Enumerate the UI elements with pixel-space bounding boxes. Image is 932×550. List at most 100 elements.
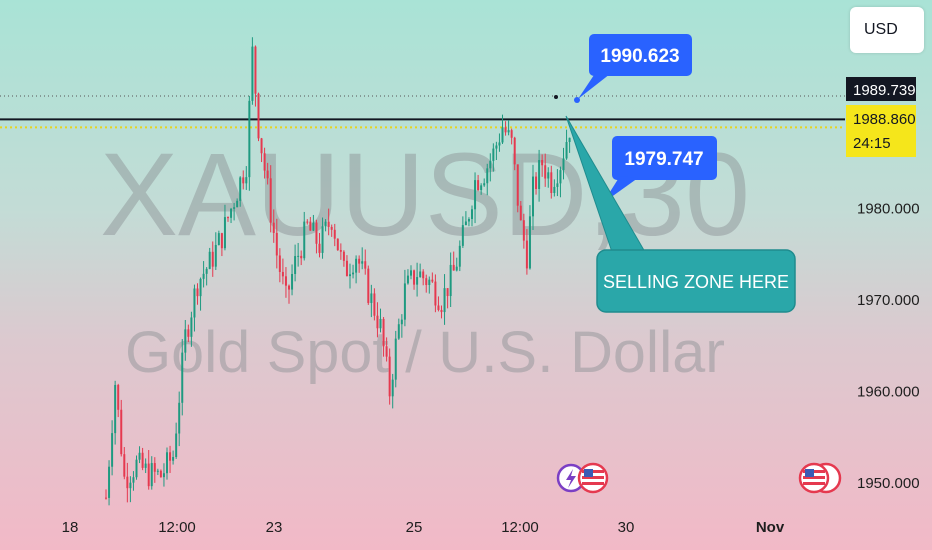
candle-body: [233, 207, 236, 209]
candle-body: [309, 221, 312, 231]
candle-body: [391, 379, 394, 397]
candle-body: [223, 217, 226, 249]
callout-selling-box: [596, 249, 796, 313]
event-icons-group[interactable]: [556, 462, 842, 494]
candle-body: [230, 208, 233, 218]
candle-body: [455, 266, 458, 271]
candle-body: [294, 256, 297, 274]
candle-body: [495, 145, 498, 149]
candle-body: [178, 402, 181, 434]
candle-body: [312, 222, 315, 231]
candle-body: [477, 180, 480, 191]
candle-body: [105, 497, 107, 499]
candle-body: [504, 127, 507, 133]
current-price-label: 1988.860 24:15: [846, 105, 916, 157]
candle-body: [400, 319, 403, 325]
candle-body: [342, 251, 345, 261]
candle-body: [388, 356, 391, 397]
callout-target-low-box: [612, 136, 717, 180]
candle-body: [440, 309, 443, 313]
candle-body: [297, 255, 300, 257]
candle-body: [513, 137, 516, 165]
candle-body: [196, 288, 199, 297]
candle-body: [483, 183, 486, 186]
candle-body: [156, 470, 159, 472]
candle-body: [406, 275, 409, 284]
candle-body: [318, 243, 321, 253]
candle-body: [568, 137, 571, 142]
candle-body: [516, 164, 519, 206]
candle-body: [251, 46, 254, 101]
candle-body: [336, 238, 339, 251]
candle-body: [403, 283, 406, 320]
candle-body: [227, 217, 229, 219]
callout-selling-zone[interactable]: SELLING ZONE HERE: [565, 115, 796, 313]
candle-body: [291, 273, 294, 290]
candle-body: [217, 233, 220, 245]
candle-body: [367, 268, 370, 303]
candle-body: [565, 141, 568, 159]
candle-body: [376, 315, 379, 329]
candle-body: [315, 222, 318, 244]
candle-body: [428, 279, 431, 286]
candle-body: [111, 433, 114, 467]
candle-body: [162, 473, 165, 478]
current-price-value: 1988.860: [853, 111, 916, 128]
candle-body: [306, 221, 309, 223]
candle-body: [327, 221, 330, 227]
x-tick-label: 18: [62, 519, 79, 536]
candle-body: [452, 264, 455, 271]
candle-body: [159, 470, 162, 478]
candle-body: [172, 456, 175, 461]
candle-body: [349, 274, 351, 277]
candle-body: [257, 93, 260, 139]
callout-target-high-anchor: [574, 97, 580, 103]
candle-body: [528, 216, 531, 269]
candle-body: [303, 221, 306, 259]
candle-body: [541, 160, 544, 166]
marker-dot: [554, 95, 558, 99]
candle-body: [507, 130, 510, 133]
currency-button[interactable]: USD: [850, 7, 924, 53]
candle-body: [492, 148, 495, 161]
candle-body: [269, 178, 272, 223]
candle-body: [364, 261, 367, 269]
us-flag-icon[interactable]: [577, 462, 609, 494]
candle-body: [254, 46, 257, 94]
x-tick-label: 12:00: [158, 519, 196, 536]
candle-body: [284, 276, 287, 286]
candle-body: [242, 177, 245, 184]
candle-body: [153, 463, 156, 472]
callout-target-high[interactable]: 1990.623: [574, 34, 692, 103]
candle-body: [345, 260, 348, 277]
time-axis[interactable]: 18 12:00 23 25 12:00 30 Nov: [62, 519, 785, 536]
candle-body: [248, 100, 251, 178]
us-flag-icon-stack[interactable]: [798, 462, 842, 494]
candle-body: [187, 329, 190, 337]
candle-body: [556, 183, 559, 187]
candle-body: [193, 288, 196, 318]
x-tick-label: 30: [618, 519, 635, 536]
candle-body: [263, 153, 266, 171]
candle-body: [464, 221, 467, 226]
candle-body: [144, 463, 147, 468]
candle-body: [199, 278, 202, 297]
candle-body: [379, 318, 382, 329]
candle-body: [486, 168, 489, 184]
candle-body: [175, 433, 178, 457]
candle-body: [135, 459, 138, 478]
candle-body: [535, 176, 538, 189]
candle-body: [278, 255, 281, 272]
candle-body: [419, 271, 422, 278]
candle-body: [480, 185, 483, 191]
candle-body: [236, 200, 239, 208]
candle-body: [211, 251, 214, 267]
candle-body: [382, 318, 385, 347]
price-axis[interactable]: 1950.000 1960.000 1970.000 1980.000: [857, 201, 920, 493]
candle-body: [544, 165, 547, 179]
candle-body: [120, 409, 123, 455]
candle-body: [208, 251, 211, 269]
candle-body: [239, 177, 242, 201]
